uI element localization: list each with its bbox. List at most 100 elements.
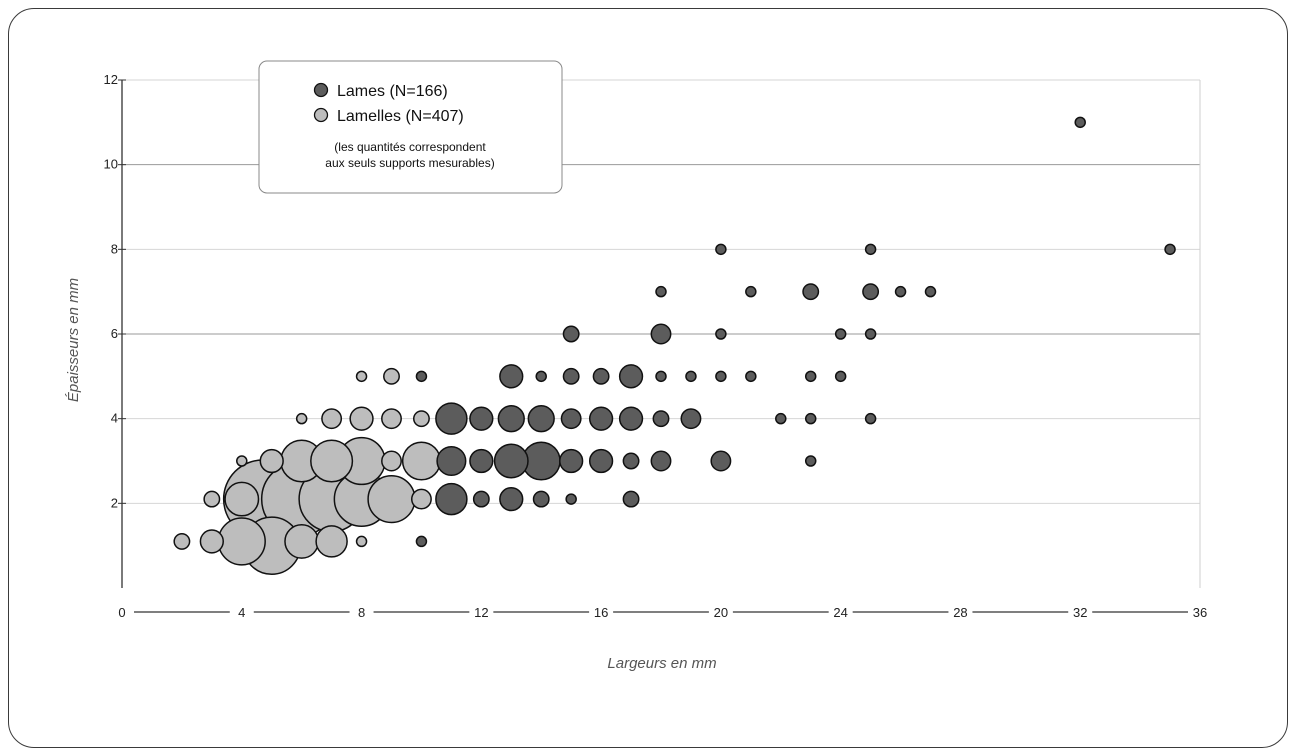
lames-point — [535, 370, 547, 383]
lamelles-point — [410, 488, 432, 510]
lames-point — [864, 412, 877, 425]
legend-note-line1: (les quantités correspondent — [334, 140, 486, 154]
lames-point — [715, 328, 727, 340]
lames-point — [775, 412, 787, 425]
lamelles-point — [295, 412, 308, 425]
lames-point — [685, 370, 697, 383]
lames-point — [745, 285, 757, 298]
lames-point — [592, 367, 610, 385]
lames-point — [562, 367, 580, 385]
lames-point — [715, 243, 727, 256]
lames-point — [415, 370, 428, 383]
lames-point — [618, 406, 644, 431]
lamelles-point — [381, 408, 402, 430]
lamelles-point — [199, 529, 224, 554]
lamelles-point — [383, 367, 400, 385]
lames-point — [1074, 116, 1086, 129]
lames-point — [655, 285, 667, 298]
axes — [118, 79, 1188, 613]
lames-point — [435, 402, 468, 435]
lamelles-point — [224, 481, 260, 517]
x-tick-label: 32 — [1073, 605, 1087, 620]
lamelles-point — [203, 490, 221, 508]
lames-point — [655, 370, 667, 383]
lames-point — [493, 443, 529, 479]
lames-point — [559, 448, 584, 474]
lames-point — [588, 406, 614, 431]
legend-note-line2: aux seuls supports mesurables) — [325, 156, 494, 170]
lamelles-point — [217, 517, 266, 566]
lames-point — [472, 490, 490, 508]
lamelles-point — [401, 441, 441, 481]
lames-point — [715, 370, 727, 383]
legend-lamelles-label: Lamelles (N=407) — [337, 108, 464, 125]
lamelles-point — [173, 532, 191, 550]
lames-point — [924, 285, 937, 298]
y-tick-label: 4 — [111, 411, 118, 426]
lames-point — [864, 328, 877, 340]
x-tick-label: 20 — [714, 605, 728, 620]
lames-point — [618, 364, 644, 389]
x-tick-label: 16 — [594, 605, 608, 620]
lamelles-point — [349, 406, 374, 431]
lames-point — [862, 283, 880, 301]
lames-point — [436, 445, 467, 477]
lames-point — [562, 325, 580, 343]
lames-point — [864, 243, 877, 256]
x-tick-label: 28 — [953, 605, 967, 620]
lames-point — [622, 452, 640, 470]
x-tick-label: 8 — [358, 605, 365, 620]
lamelles-point — [284, 523, 320, 559]
lames-point — [680, 408, 702, 430]
legend-lames-label: Lames (N=166) — [337, 83, 448, 100]
lames-point — [560, 408, 582, 430]
lames-point — [469, 448, 494, 474]
y-tick-label: 10 — [104, 157, 118, 172]
lames-point — [499, 486, 524, 512]
lames-point — [622, 490, 640, 508]
lames-point — [834, 370, 847, 383]
lamelles-point — [355, 535, 368, 548]
lamelles-point — [259, 448, 284, 474]
y-tick-label: 8 — [111, 241, 118, 256]
lames-point — [650, 323, 672, 345]
lamelles-point — [321, 408, 343, 430]
y-tick-label: 12 — [104, 72, 118, 87]
lames-point — [565, 493, 577, 505]
lamelles-point — [367, 474, 416, 524]
lamelles-point — [381, 450, 402, 472]
x-tick-label: 4 — [238, 605, 245, 620]
lamelles-point — [315, 525, 348, 558]
lames-point — [532, 490, 550, 508]
lames-point — [435, 482, 468, 516]
x-tick-label: 24 — [833, 605, 847, 620]
lames-point — [745, 370, 757, 383]
lamelles-point — [412, 410, 430, 428]
y-axis-title: Épaisseurs en mm — [65, 278, 82, 402]
lames-point — [710, 450, 732, 472]
lames-point — [804, 455, 817, 467]
legend-lamelles-marker — [313, 107, 329, 123]
x-axis-title: Largeurs en mm — [607, 655, 716, 672]
lames-point — [469, 406, 494, 431]
lames-point — [499, 364, 524, 389]
x-tick-label: 12 — [474, 605, 488, 620]
lames-point — [415, 535, 428, 548]
lames-point — [834, 328, 847, 340]
lamelles-point — [310, 439, 354, 483]
lames-point — [650, 450, 672, 472]
series-lamelles — [173, 367, 518, 576]
lames-point — [804, 412, 817, 425]
lames-point — [802, 283, 820, 301]
x-tick-label: 0 — [118, 605, 125, 620]
lames-point — [652, 410, 670, 428]
lames-point — [804, 370, 817, 383]
lamelles-point — [236, 455, 248, 467]
x-tick-label: 36 — [1193, 605, 1207, 620]
chart-frame — [8, 8, 1288, 748]
lames-point — [894, 285, 907, 298]
legend-box — [258, 60, 563, 194]
series-lames — [415, 116, 1176, 548]
